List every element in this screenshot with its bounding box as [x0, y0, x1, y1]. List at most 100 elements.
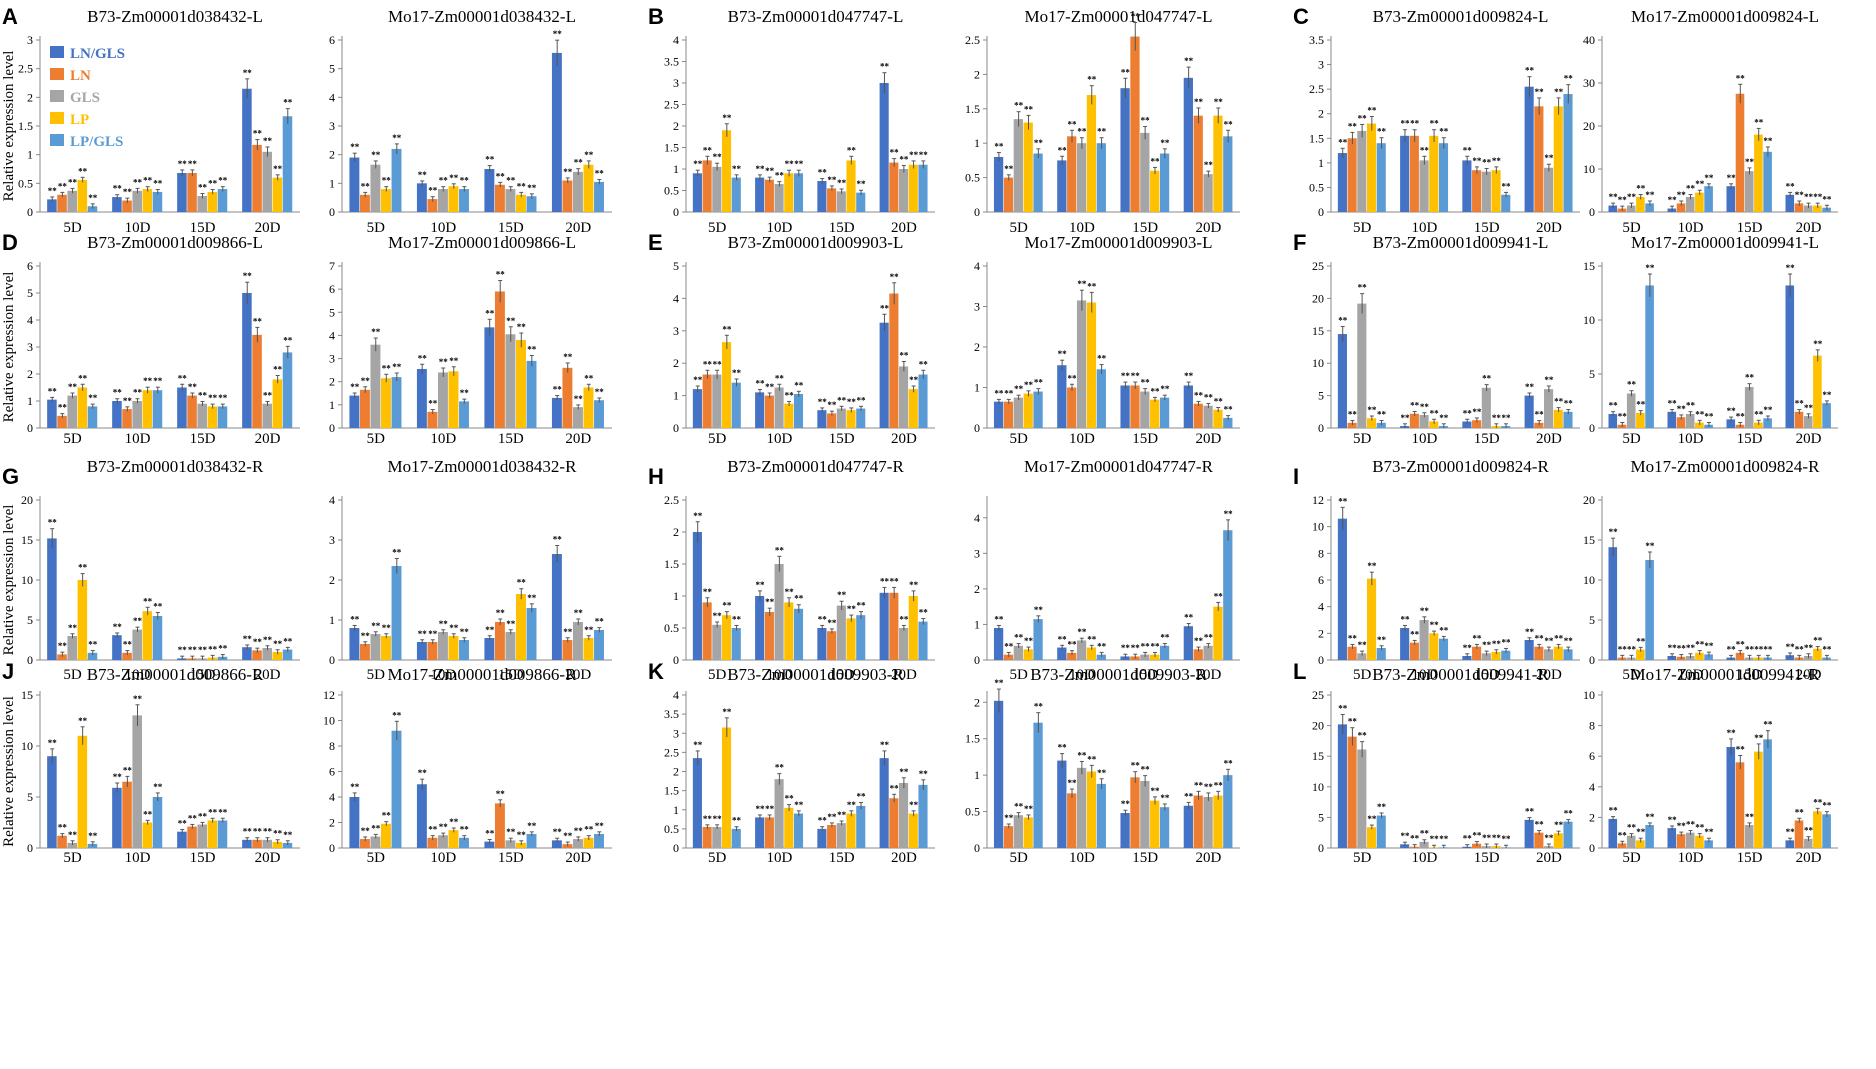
bar: [721, 727, 732, 848]
bar: [484, 841, 495, 848]
significance-mark: **: [818, 816, 828, 826]
bar: [793, 608, 804, 660]
significance-mark: **: [1160, 384, 1170, 394]
bar: [1376, 143, 1386, 212]
bar: [1822, 814, 1831, 848]
significance-mark: **: [1463, 408, 1473, 418]
significance-mark: **: [1822, 801, 1832, 811]
bar: [177, 173, 187, 212]
bar: [1140, 780, 1150, 848]
significance-mark: **: [428, 629, 438, 639]
y-tick-label: 8: [329, 739, 335, 753]
bar: [187, 826, 197, 848]
significance-mark: **: [919, 359, 929, 369]
bar: [1735, 652, 1745, 660]
significance-mark: **: [1014, 802, 1024, 812]
significance-mark: **: [1214, 397, 1224, 407]
significance-mark: **: [1024, 636, 1034, 646]
bar: [755, 392, 765, 428]
bar: [899, 782, 909, 848]
panel-title: B73-Zm00001d009941-R: [1372, 665, 1549, 684]
category-label: 20D: [1195, 431, 1221, 447]
bar: [1553, 106, 1563, 212]
y-tick-label: 0: [27, 653, 33, 667]
significance-mark: **: [595, 168, 605, 178]
bar: [1096, 783, 1106, 848]
category-label: 10D: [766, 850, 792, 866]
bar: [793, 813, 804, 848]
significance-mark: **: [1420, 145, 1430, 155]
significance-mark: **: [263, 827, 273, 837]
bar: [1150, 800, 1160, 848]
significance-mark: **: [1430, 408, 1440, 418]
bar: [427, 837, 438, 848]
significance-mark: **: [178, 819, 188, 829]
significance-mark: **: [527, 345, 537, 355]
bar: [242, 293, 252, 428]
bar: [217, 820, 228, 848]
y-tick-label: 0: [329, 841, 335, 855]
bar: [1193, 795, 1203, 848]
bar: [551, 840, 562, 848]
significance-mark: **: [574, 394, 584, 404]
bar: [1704, 654, 1713, 660]
significance-mark: **: [1004, 813, 1014, 823]
bar: [1033, 619, 1043, 660]
bar: [1626, 835, 1636, 848]
panel-title: Mo17-Zm00001d047747-L: [1025, 7, 1213, 26]
significance-mark: **: [153, 376, 163, 386]
y-tick-label: 5: [1318, 389, 1324, 403]
bar: [1501, 194, 1511, 212]
bar: [526, 360, 537, 428]
significance-mark: **: [1492, 833, 1502, 843]
y-tick-label: 15: [1583, 533, 1595, 547]
significance-mark: **: [1482, 833, 1492, 843]
significance-mark: **: [1367, 561, 1377, 571]
bar: [177, 831, 187, 848]
bar: [1645, 825, 1654, 848]
significance-mark: **: [1472, 156, 1482, 166]
bar: [1822, 403, 1831, 428]
significance-mark: **: [1141, 765, 1151, 775]
bar: [272, 177, 283, 212]
bar: [370, 164, 381, 212]
significance-mark: **: [1525, 627, 1535, 637]
y-tick-label: 2: [673, 356, 679, 370]
bar: [1676, 834, 1686, 848]
bar: [282, 842, 293, 848]
bar: [731, 177, 741, 212]
significance-mark: **: [755, 804, 765, 814]
bar: [516, 594, 526, 660]
bar: [152, 616, 163, 660]
significance-mark: **: [553, 827, 563, 837]
significance-mark: **: [1618, 195, 1628, 205]
y-tick-label: 10: [1583, 162, 1595, 176]
bar: [793, 393, 804, 428]
significance-mark: **: [113, 622, 123, 632]
significance-mark: **: [890, 272, 900, 282]
significance-mark: **: [1795, 190, 1805, 200]
significance-mark: **: [1430, 620, 1440, 630]
bar: [572, 407, 583, 428]
bar: [217, 189, 228, 212]
significance-mark: **: [1535, 410, 1545, 420]
y-tick-label: 1: [974, 381, 980, 395]
y-tick-label: 2: [1318, 626, 1324, 640]
y-tick-label: 5: [1589, 613, 1595, 627]
panel-title: B73-Zm00001d009824-R: [1372, 457, 1549, 476]
bar: [1438, 638, 1449, 660]
bar: [1086, 771, 1097, 848]
bar: [1347, 138, 1357, 212]
significance-mark: **: [1367, 814, 1377, 824]
significance-mark: **: [1795, 399, 1805, 409]
bar: [1744, 171, 1754, 212]
category-label: 10D: [430, 667, 456, 683]
significance-mark: **: [775, 545, 785, 555]
significance-mark: **: [1544, 833, 1554, 843]
significance-mark: **: [496, 789, 506, 799]
bar: [1524, 86, 1534, 212]
bar: [112, 401, 122, 428]
significance-mark: **: [1736, 640, 1746, 650]
panel-title: B73-Zm00001d047747-R: [727, 457, 904, 476]
